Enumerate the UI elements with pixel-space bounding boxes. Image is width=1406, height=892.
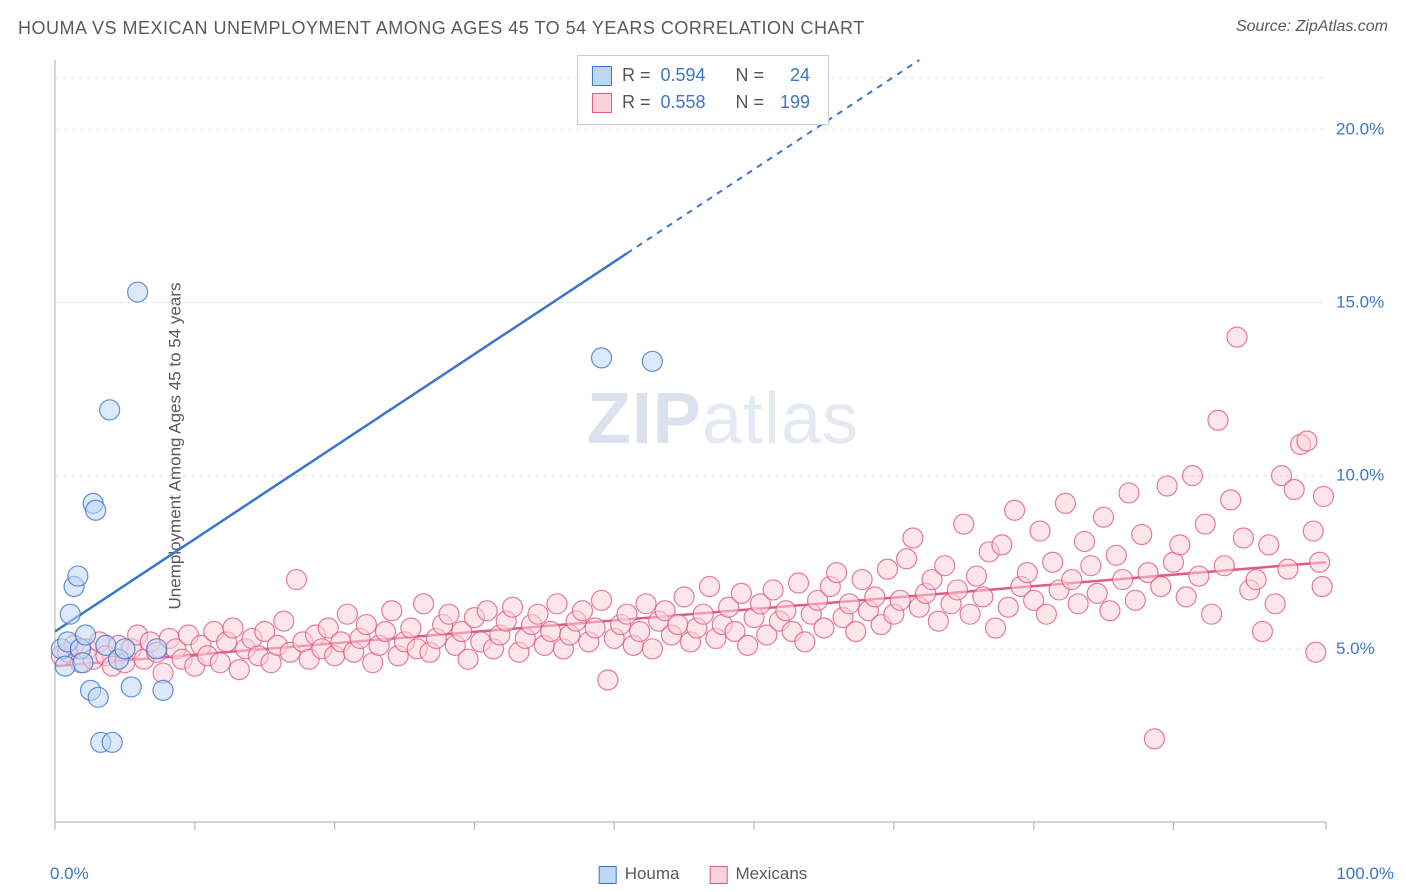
svg-text:10.0%: 10.0%: [1336, 466, 1384, 485]
x-axis-min-label: 0.0%: [50, 864, 89, 884]
legend-item-mexicans: Mexicans: [710, 864, 808, 884]
n-label: N =: [736, 89, 765, 116]
legend-bottom: Houma Mexicans: [599, 864, 808, 884]
square-swatch-blue: [592, 66, 612, 86]
svg-text:15.0%: 15.0%: [1336, 292, 1384, 311]
svg-text:20.0%: 20.0%: [1336, 119, 1384, 138]
r-label: R =: [622, 89, 651, 116]
houma-n-value: 24: [774, 62, 810, 89]
chart-title: HOUMA VS MEXICAN UNEMPLOYMENT AMONG AGES…: [18, 18, 865, 39]
square-swatch-pink: [592, 93, 612, 113]
square-swatch-blue: [599, 866, 617, 884]
stats-row-houma: R = 0.594 N = 24: [592, 62, 810, 89]
legend-label: Mexicans: [736, 864, 808, 883]
mexicans-r-value: 0.558: [660, 89, 705, 116]
houma-r-value: 0.594: [660, 62, 705, 89]
x-axis-max-label: 100.0%: [1336, 864, 1394, 884]
stats-row-mexicans: R = 0.558 N = 199: [592, 89, 810, 116]
correlation-stats-box: R = 0.594 N = 24 R = 0.558 N = 199: [577, 55, 829, 125]
chart-svg: 5.0% 10.0% 15.0% 20.0%: [50, 50, 1396, 852]
chart-plot-area: 5.0%10.0%15.0%20.0% ZIPatlas: [50, 50, 1396, 852]
r-label: R =: [622, 62, 651, 89]
svg-text:5.0%: 5.0%: [1336, 639, 1375, 658]
legend-label: Houma: [625, 864, 680, 883]
n-label: N =: [736, 62, 765, 89]
legend-item-houma: Houma: [599, 864, 680, 884]
square-swatch-pink: [710, 866, 728, 884]
chart-source: Source: ZipAtlas.com: [1236, 18, 1388, 36]
mexicans-n-value: 199: [774, 89, 810, 116]
